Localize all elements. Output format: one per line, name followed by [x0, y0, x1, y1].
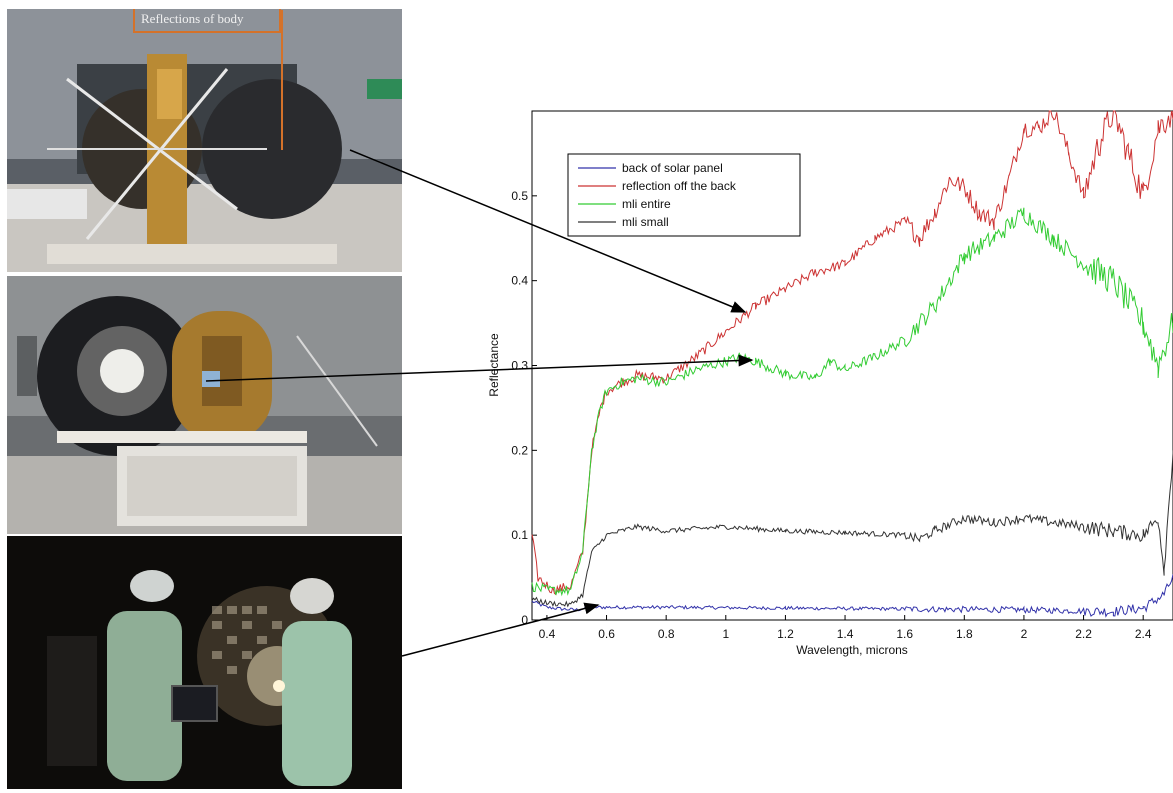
x-axis-ticks: 0.4 0.6 0.8 1 1.2 1.4 1.6 1.8 2 2.2 2.4 — [539, 615, 1152, 641]
technicians-measuring-photo — [7, 536, 402, 789]
y-tick-label: 0 — [521, 613, 528, 627]
legend-label-reflection-off-the-back: reflection off the back — [622, 179, 737, 193]
legend-label-mli-small: mli small — [622, 215, 669, 229]
arrow-technicians-to-solar-panel — [401, 602, 600, 657]
x-tick-label: 2.2 — [1075, 627, 1092, 641]
series-line-reflection-off-the-back — [531, 110, 1173, 596]
legend-label-mli-entire: mli entire — [622, 197, 671, 211]
solar-panel-back-photo — [7, 276, 402, 534]
x-tick-label: 1.4 — [837, 627, 854, 641]
x-tick-label: 2 — [1021, 627, 1028, 641]
x-tick-label: 1.6 — [896, 627, 913, 641]
y-tick-label: 0.3 — [511, 359, 528, 373]
x-tick-label: 1 — [722, 627, 729, 641]
callout-label: Reflections of body — [141, 11, 244, 26]
legend-label-back-of-solar-panel: back of solar panel — [622, 161, 723, 175]
y-tick-label: 0.5 — [511, 189, 528, 203]
y-axis-title: Reflectance — [487, 333, 501, 397]
spacecraft-body-photo — [7, 9, 402, 272]
legend: back of solar panel reflection off the b… — [567, 153, 801, 237]
x-tick-label: 0.6 — [598, 627, 615, 641]
series-layer — [531, 110, 1173, 618]
x-tick-label: 2.4 — [1135, 627, 1152, 641]
y-tick-label: 0.2 — [511, 443, 528, 457]
series-line-mli-small — [531, 450, 1173, 608]
reflections-callout-box: Reflections of body — [133, 9, 281, 33]
arrow-panel-to-mli-entire — [205, 354, 754, 382]
arrow-body-to-reflection — [349, 149, 747, 313]
y-tick-label: 0.1 — [511, 528, 528, 542]
x-tick-label: 0.4 — [539, 627, 556, 641]
x-axis-title: Wavelength, microns — [796, 643, 908, 657]
series-line-back-of-solar-panel — [531, 574, 1173, 618]
series-line-mli-entire — [531, 207, 1173, 597]
x-tick-label: 0.8 — [658, 627, 675, 641]
connector-arrows — [205, 10, 754, 657]
x-tick-label: 1.2 — [777, 627, 794, 641]
y-tick-label: 0.4 — [511, 274, 528, 288]
x-tick-label: 1.8 — [956, 627, 973, 641]
